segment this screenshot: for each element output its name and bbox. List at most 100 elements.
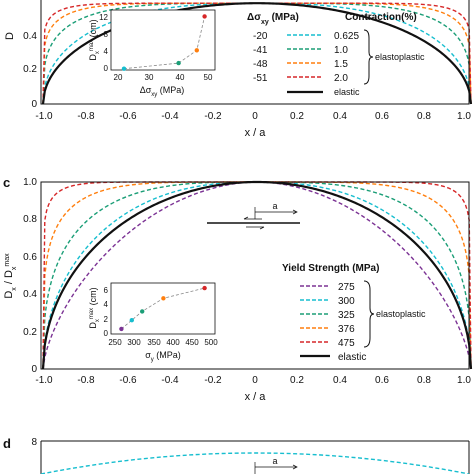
panel-c-series-line: [42, 181, 472, 370]
legend-b-left: -20: [253, 31, 268, 42]
panel-b-ytick: 0: [31, 99, 37, 110]
panel-d-curve: [40, 452, 470, 474]
schematic-label-a: a: [272, 201, 277, 211]
inset-data-point: [140, 309, 145, 314]
panel-b-xtick: 0.4: [333, 111, 347, 122]
legend-b-right: 1.0: [334, 45, 348, 56]
inset-data-point: [129, 318, 134, 323]
panel-c-ytick: 0.4: [23, 289, 37, 300]
inset-b-xtick: 30: [145, 73, 154, 82]
legend-b-title-left: Δσxy (MPa): [247, 12, 299, 26]
legend-c-title: Yield Strength (MPa): [282, 263, 379, 274]
legend-c-elastoplastic: elastoplastic: [376, 309, 426, 319]
panel-c-series-line: [41, 180, 473, 370]
panel-b-xtick: -0.4: [161, 111, 179, 122]
inset-b-xtick: 20: [114, 73, 123, 82]
panel-c-xtick: 0.8: [417, 375, 431, 386]
panel-c-legend: Yield Strength (MPa) 275 300 325 376 475…: [282, 263, 426, 363]
inset-b-xtick: 50: [204, 73, 213, 82]
slip-arrow-right-icon: [246, 226, 265, 230]
legend-b-title-right: Contraction(%): [345, 12, 417, 23]
panel-d-label: d: [3, 436, 11, 451]
panel-d: d 8 a: [3, 436, 470, 474]
inset-b-xtick: 40: [176, 73, 185, 82]
inset-data-point: [176, 60, 181, 66]
legend-b-left: -51: [253, 73, 268, 84]
inset-c-xtick: 300: [127, 338, 141, 347]
inset-data-point: [202, 14, 207, 19]
panel-b-ytick: 0.2: [23, 64, 37, 75]
legend-b-left: -41: [253, 45, 268, 56]
panel-c-ytick: 0.2: [23, 327, 37, 338]
legend-c-item: 300: [338, 296, 355, 307]
inset-c-xlabel: σy (MPa): [145, 350, 181, 363]
inset-data-point: [194, 48, 199, 53]
panel-c-xtick: 0: [252, 375, 258, 386]
panel-c-ytick: 1.0: [23, 177, 37, 188]
panel-c-xtick: 0.4: [333, 375, 347, 386]
panel-b: 0 0.2 0.4 D -1.0 -0.8 -0.6 -0.4 -0.2 0 0…: [4, 0, 473, 139]
panel-b-xtick: -0.8: [77, 111, 95, 122]
panel-c-ytick: 0.6: [23, 252, 37, 263]
panel-b-xtick: 0.6: [375, 111, 389, 122]
panel-c-xtick: 0.6: [375, 375, 389, 386]
panel-d-schematic-label-a: a: [272, 456, 277, 466]
panel-b-xlabel: x / a: [245, 127, 267, 139]
panel-b-ylabel: D: [4, 32, 16, 40]
panel-c-curves: [41, 180, 473, 370]
panel-c-xtick: 1.0: [457, 375, 471, 386]
inset-c-ytick: 6: [104, 286, 109, 295]
panel-c-series-line: [42, 181, 472, 370]
legend-c-item: 376: [338, 324, 355, 335]
inset-c-xtick: 350: [147, 338, 161, 347]
inset-data-point: [121, 66, 127, 71]
panel-b-xtick: -0.6: [119, 111, 137, 122]
panel-c-series-line: [42, 181, 472, 370]
panel-b-xtick: 0.2: [290, 111, 304, 122]
legend-c-item: 325: [338, 310, 355, 321]
inset-c-ytick: 4: [104, 300, 109, 309]
panel-d-arrowhead: [292, 464, 298, 470]
inset-b-points: [121, 14, 207, 71]
inset-c-frame: [110, 282, 216, 335]
panel-b-legend: Δσxy (MPa) Contraction(%) -20 -41 -48 -5…: [247, 12, 425, 97]
inset-c-xtick: 400: [166, 338, 180, 347]
inset-c-xtick: 500: [204, 338, 218, 347]
panel-c-xtick: -0.4: [161, 375, 179, 386]
panel-c-frame: [40, 181, 470, 370]
inset-c-points: [119, 285, 207, 332]
inset-c-ylabel: Dxmax (cm): [88, 287, 101, 328]
panel-b-xtick: 0.8: [417, 111, 431, 122]
panel-c-ytick: 0.8: [23, 214, 37, 225]
inset-b-frame: [110, 9, 216, 71]
panel-c-series-line: [42, 181, 472, 370]
panel-c-ylabel: Dx / Dxmax: [3, 253, 18, 299]
legend-b-elastic: elastic: [334, 87, 360, 97]
legend-c-elastic: elastic: [338, 352, 366, 363]
inset-data-point: [202, 285, 207, 291]
panel-b-xticks: -1.0 -0.8 -0.6 -0.4 -0.2 0 0.2 0.4 0.6 0…: [35, 111, 471, 122]
panel-b-xtick: 1.0: [457, 111, 471, 122]
panel-c: c 0 0.2 0.4 0.6 0.8 1.0 Dx / Dxmax -1.0 …: [3, 175, 473, 403]
panel-c-series-line: [42, 181, 472, 370]
legend-b-left: -48: [253, 59, 268, 70]
inset-c-ytick: 2: [104, 315, 109, 324]
legend-b-right: 0.625: [334, 31, 359, 42]
slip-arrow-left-icon: [243, 216, 262, 220]
legend-b-right: 1.5: [334, 59, 348, 70]
inset-b-ytick: 0: [104, 64, 109, 73]
panel-c-inset: 0 2 4 6 250 300 350 400 450 500 σy (MPa)…: [88, 282, 218, 363]
panel-b-xtick: -0.2: [204, 111, 222, 122]
panel-c-xtick: -0.2: [204, 375, 222, 386]
legend-b-elastoplastic: elastoplastic: [375, 52, 425, 62]
panel-b-xtick: 0: [252, 111, 258, 122]
panel-b-xtick: -1.0: [35, 111, 53, 122]
legend-c-brace: [363, 280, 375, 348]
inset-c-ytick: 0: [104, 329, 109, 338]
panel-b-ytick: 0.4: [23, 31, 37, 42]
panel-c-xticks: -1.0 -0.8 -0.6 -0.4 -0.2 0 0.2 0.4 0.6 0…: [35, 375, 471, 386]
inset-b-ytick: 4: [104, 47, 109, 56]
inset-data-point: [119, 326, 124, 332]
half-length-arrowhead: [292, 209, 298, 215]
